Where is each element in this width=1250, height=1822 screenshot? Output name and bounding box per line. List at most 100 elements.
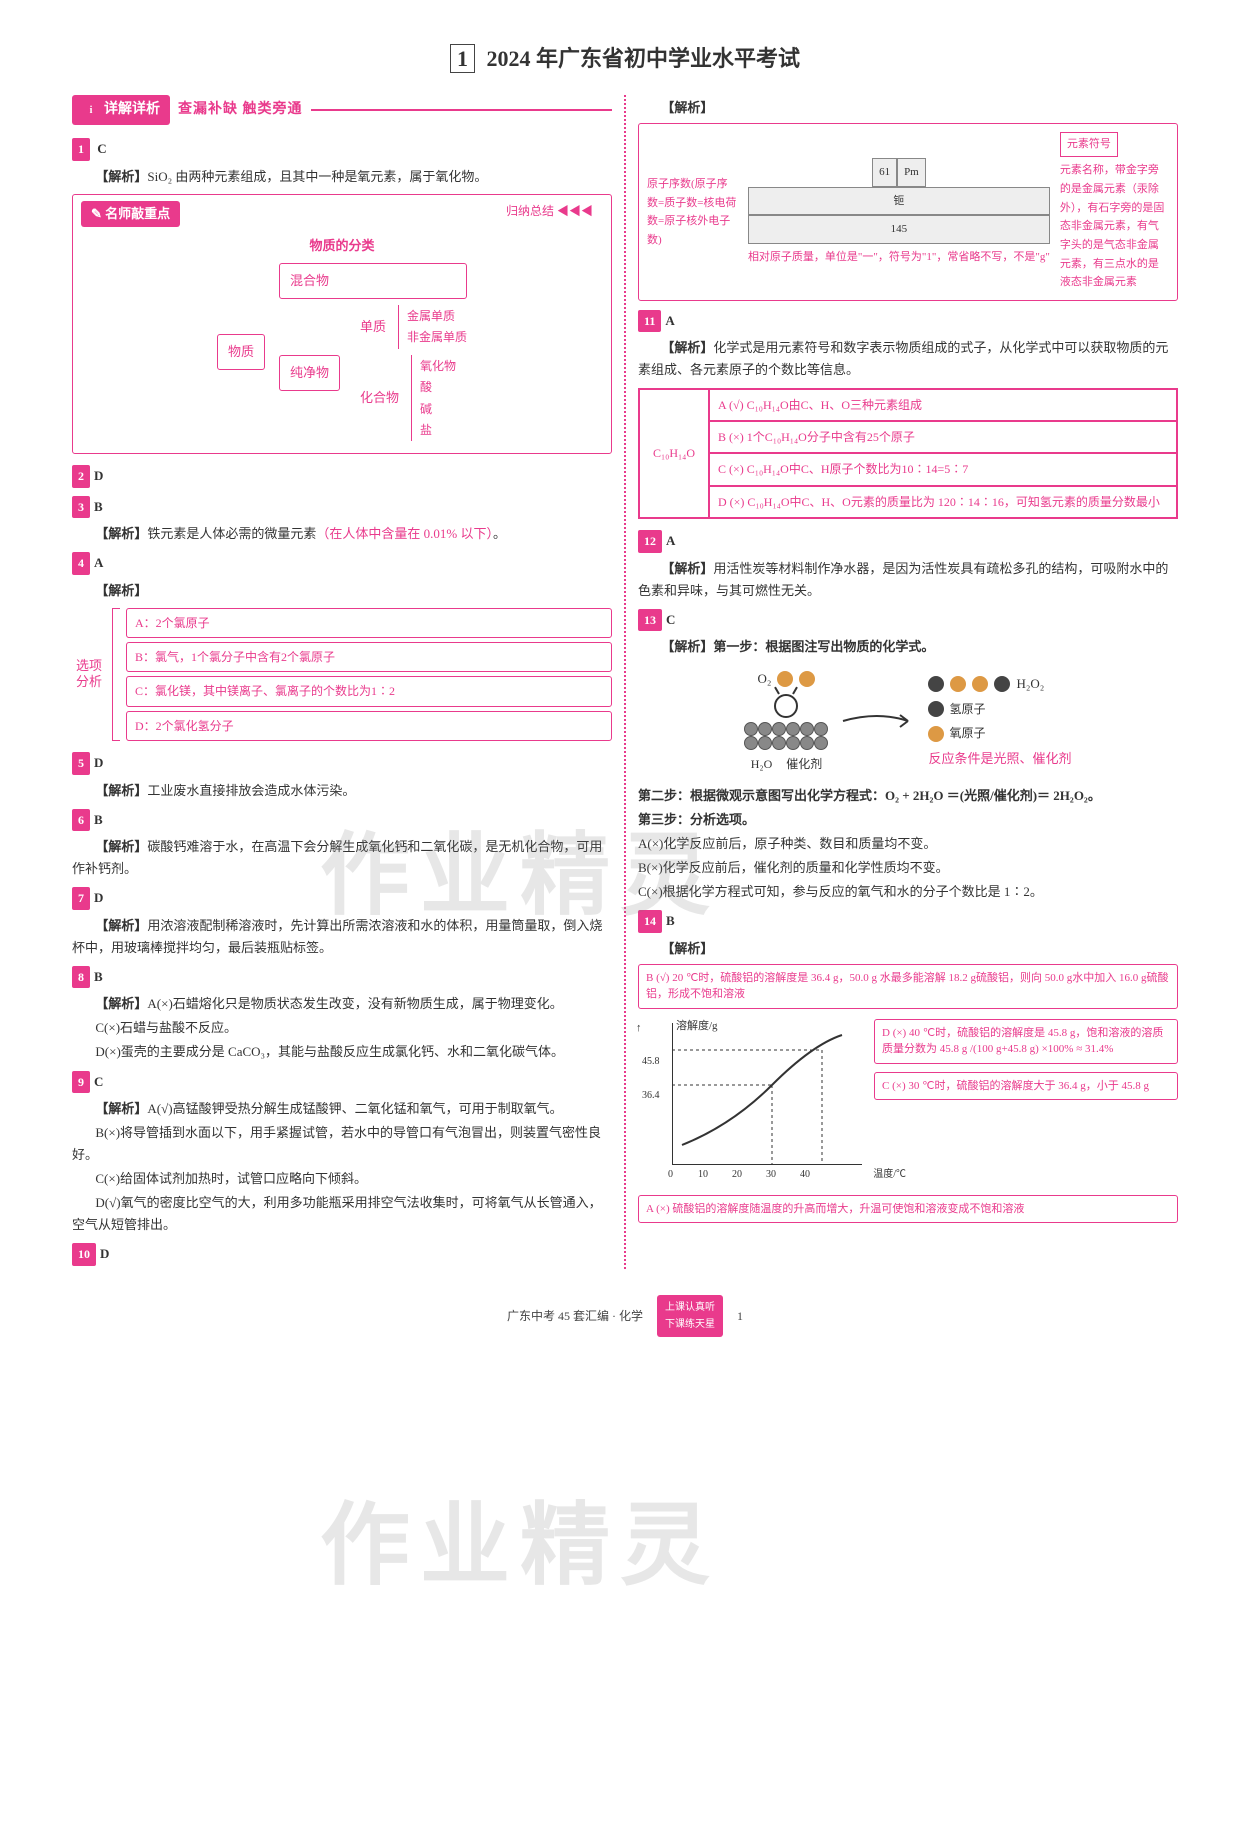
- solubility-figure: ↑ 溶解度/g 45.8 36.4 0 10 20 30: [638, 1015, 1178, 1191]
- formula-label: H₂O: [751, 754, 773, 774]
- table-side-label: C₁₀H₁₄O: [639, 389, 709, 519]
- footer-text: 广东中考 45 套汇编 · 化学: [507, 1306, 643, 1326]
- left-column: i 详解详析 查漏补缺 触类旁通 1 C 【解析】SiO₂ 由两种元素组成，且其…: [60, 95, 626, 1268]
- classification-tree: 物质 混合物 纯净物 单质 金属单质 非金属单质: [81, 263, 603, 441]
- table-row: D (×) C₁₀H₁₄O中C、H、O元素的质量比为 120∶14∶16，可知氢…: [709, 486, 1177, 518]
- solubility-note-C: C (×) 30 ℃时，硫酸铝的溶解度大于 36.4 g，小于 45.8 g: [874, 1072, 1178, 1101]
- pink-annotation: （在人体中含量在 0.01% 以下）: [316, 526, 493, 541]
- question-number: 10: [72, 1243, 96, 1265]
- question-number: 2: [72, 465, 90, 487]
- element-name: 钷: [748, 187, 1050, 216]
- explanation: 【解析】SiO₂ 由两种元素组成，且其中一种是氧元素，属于氧化物。: [72, 166, 612, 188]
- x-tick: 10: [698, 1166, 708, 1183]
- answer-letter: D: [94, 890, 103, 905]
- question-block: 3B 【解析】铁元素是人体必需的微量元素（在人体中含量在 0.01% 以下）。: [72, 491, 612, 545]
- option-item: A：2个氯原子: [126, 608, 612, 638]
- solubility-graph: ↑ 溶解度/g 45.8 36.4 0 10 20 30: [642, 1023, 862, 1183]
- footer-page-number: 1: [737, 1306, 743, 1326]
- explain-label: 【解析】: [95, 996, 147, 1011]
- question-number: 14: [638, 910, 662, 932]
- explanation: 【解析】碳酸钙难溶于水，在高温下会分解生成氧化钙和二氧化碳，是无机化合物，可用作…: [72, 836, 612, 880]
- option-item: B：氯气，1个氯分子中含有2个氯原子: [126, 642, 612, 672]
- oxygen-atom-icon: [799, 671, 815, 687]
- section-header-subtitle: 查漏补缺 触类旁通: [178, 98, 303, 122]
- solubility-note-B: B (√) 20 ℃时，硫酸铝的溶解度是 36.4 g，50.0 g 水最多能溶…: [638, 964, 1178, 1009]
- diagram-note-left-bottom: 相对原子质量，单位是"一"，符号为"1"，常省略不写，不是"g": [748, 248, 1050, 267]
- explanation: 【解析】工业废水直接排放会造成水体污染。: [72, 780, 612, 802]
- solubility-note-D: D (×) 40 ℃时，硫酸铝的溶解度是 45.8 g，饱和溶液的溶质质量分数为…: [874, 1019, 1178, 1064]
- option-label: 选项 分析: [72, 658, 106, 692]
- page-title-number: 1: [450, 44, 475, 73]
- table-row: C (×) C₁₀H₁₄O中C、H原子个数比为10∶14=5∶7: [709, 453, 1177, 485]
- question-number: 8: [72, 966, 90, 988]
- y-tick: 36.4: [642, 1087, 660, 1104]
- light-bulb-icon: [774, 694, 798, 718]
- question-number: 6: [72, 809, 90, 831]
- explain-text: A(√)高锰酸钾受热分解生成锰酸钾、二氧化锰和氧气，可用于制取氧气。: [147, 1101, 562, 1116]
- diagram-note-left-top: 原子序数(原子序数=质子数=核电荷数=原子核外电子数): [647, 175, 738, 250]
- answer-letter: C: [666, 612, 675, 627]
- teacher-box-arrow: 归纳总结 ◀◀◀: [506, 201, 593, 221]
- teacher-box-title: ✎ 名师敲重点: [81, 201, 180, 227]
- explanation: C(×)给固体试剂加热时，试管口应略向下倾斜。: [72, 1168, 612, 1190]
- atomic-mass: 145: [748, 215, 1050, 244]
- explain-label: 【解析】: [95, 839, 147, 854]
- explain-text: 化学式是用元素符号和数字表示物质组成的式子，从化学式中可以获取物质的元素组成、各…: [638, 340, 1168, 377]
- page-title-text: 2024 年广东省初中学业水平考试: [486, 46, 800, 71]
- answer-letter: C: [94, 1074, 103, 1089]
- explanation: 【解析】用活性炭等材料制作净水器，是因为活性炭具有疏松多孔的结构，可吸附水中的色…: [638, 558, 1178, 602]
- step-text: 第一步：根据图注写出物质的化学式。: [713, 639, 934, 654]
- explain-label: 【解析】: [638, 938, 1178, 960]
- element-symbol: Pm: [897, 158, 926, 187]
- reaction-condition: 反应条件是光照、催化剂: [928, 748, 1071, 770]
- footer-badge-line: 下课练天星: [665, 1319, 715, 1330]
- oxygen-atom-icon: [950, 676, 966, 692]
- y-tick: 45.8: [642, 1053, 660, 1070]
- explanation: B(×)将导管插到水面以下，用手紧握试管，若水中的导管口有气泡冒出，则装置气密性…: [72, 1122, 612, 1166]
- explain-text: 碳酸钙难溶于水，在高温下会分解生成氧化钙和二氧化碳，是无机化合物，可用作补钙剂。: [72, 839, 602, 876]
- footer-badge-line: 上课认真听: [665, 1302, 715, 1313]
- explanation: D(√)氧气的密度比空气的大，利用多功能瓶采用排空气法收集时，可将氧气从长管通入…: [72, 1192, 612, 1236]
- explain-label: 【解析】: [638, 97, 1178, 119]
- question-number: 12: [638, 530, 662, 552]
- tree-node: 混合物: [279, 263, 467, 299]
- arrow-icon: [838, 706, 918, 736]
- legend-text: 氧原子: [949, 723, 985, 743]
- formula-label: H₂O₂: [1016, 673, 1044, 695]
- option-line: A(×)化学反应前后，原子种类、数目和质量均不变。: [638, 833, 1178, 855]
- explain-text: 工业废水直接排放会造成水体污染。: [147, 783, 355, 798]
- x-axis-label: 温度/℃: [873, 1166, 906, 1183]
- watermark: 作业精灵: [320, 1470, 720, 1623]
- right-column: 【解析】 原子序数(原子序数=质子数=核电荷数=原子核外电子数) 61 Pm 钷…: [626, 95, 1190, 1268]
- hydrogen-atom-icon: [928, 676, 944, 692]
- explanation: D(×)蛋壳的主要成分是 CaCO₃，其能与盐酸反应生成氯化钙、水和二氧化碳气体…: [72, 1041, 612, 1063]
- x-tick: 30: [766, 1166, 776, 1183]
- question-number: 5: [72, 752, 90, 774]
- option-item: D：2个氯化氢分子: [126, 711, 612, 741]
- page-footer: 广东中考 45 套汇编 · 化学 上课认真听 下课练天星 1: [60, 1295, 1190, 1337]
- explain-label: 【解析】: [661, 340, 713, 355]
- question-number: 1: [72, 138, 90, 160]
- question-block: 4A 【解析】 选项 分析 A：2个氯原子 B：氯气，1个氯分子中含有2个氯原子…: [72, 547, 612, 741]
- classification-title: 物质的分类: [81, 235, 603, 257]
- tree-leaf: 碱: [420, 399, 456, 419]
- tree-leaf: 酸: [420, 377, 456, 397]
- question-number: 7: [72, 887, 90, 909]
- section-header: i 详解详析 查漏补缺 触类旁通: [72, 95, 612, 125]
- explain-label: 【解析】: [95, 526, 147, 541]
- option-line: C(×)根据化学方程式可知，参与反应的氧气和水的分子个数比是 1∶2。: [638, 881, 1178, 903]
- answer-letter: C: [97, 141, 106, 156]
- x-tick: 20: [732, 1166, 742, 1183]
- solubility-note-A: A (×) 硫酸铝的溶解度随温度的升高而增大，升温可使饱和溶液变成不饱和溶液: [638, 1195, 1178, 1224]
- hydrogen-atom-icon: [928, 701, 944, 717]
- explanation: 【解析】化学式是用元素符号和数字表示物质组成的式子，从化学式中可以获取物质的元素…: [638, 337, 1178, 381]
- tree-root: 物质: [217, 334, 265, 370]
- hydrogen-atom-icon: [994, 676, 1010, 692]
- explain-text: SiO₂ 由两种元素组成，且其中一种是氧元素，属于氧化物。: [147, 169, 487, 184]
- step-text: 第二步：根据微观示意图写出化学方程式：O₂ + 2H₂O ＝(光照/催化剂)＝ …: [638, 785, 1178, 807]
- tree-leaf: 金属单质: [407, 306, 467, 326]
- x-tick: 0: [668, 1166, 673, 1183]
- teacher-box-title-text: 名师敲重点: [105, 206, 170, 221]
- info-icon: i: [82, 101, 100, 119]
- explanation: 【解析】用浓溶液配制稀溶液时，先计算出所需浓溶液和水的体积，用量筒量取，倒入烧杯…: [72, 915, 612, 959]
